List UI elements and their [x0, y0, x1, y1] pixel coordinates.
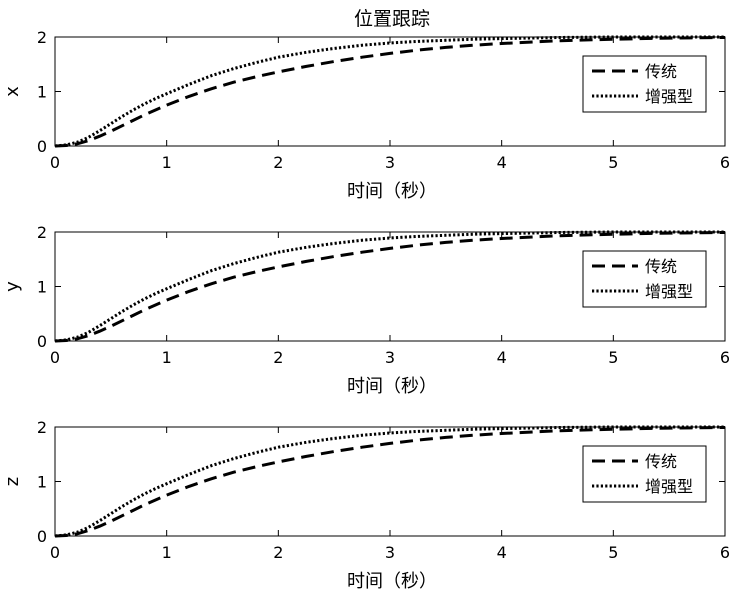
- x-tick-label: 5: [608, 153, 618, 172]
- legend-label: 增强型: [645, 477, 693, 496]
- y-tick-label: 1: [37, 473, 47, 492]
- x-tick-label: 3: [385, 543, 395, 562]
- x-tick-label: 6: [720, 348, 730, 367]
- legend: 传统增强型: [583, 56, 706, 112]
- legend-label: 增强型: [645, 282, 693, 301]
- x-tick-label: 2: [273, 153, 283, 172]
- subplot-x: 0 1 2 3 4 5 6 0 1 2 传统增强型 x 时间（秒） 位置跟踪: [2, 8, 730, 202]
- subplot-z: 0 1 2 3 4 5 6 0 1 2 传统增强型 z 时间（秒）: [2, 418, 730, 592]
- x-tick-label: 5: [608, 348, 618, 367]
- x-tick-label: 4: [497, 153, 507, 172]
- x-tick-label: 4: [497, 543, 507, 562]
- legend-label: 传统: [645, 62, 677, 81]
- y-tick-label: 1: [37, 83, 47, 102]
- legend-label: 传统: [645, 257, 677, 276]
- x-tick-label: 0: [50, 348, 60, 367]
- y-tick-label: 2: [37, 223, 47, 242]
- x-tick-label: 1: [162, 348, 172, 367]
- y-axis-label: x: [2, 86, 23, 97]
- y-tick-label: 2: [37, 28, 47, 47]
- y-tick-label: 1: [37, 278, 47, 297]
- x-tick-label: 3: [385, 348, 395, 367]
- y-tick-label: 0: [37, 137, 47, 156]
- x-tick-label: 0: [50, 543, 60, 562]
- x-tick-label: 2: [273, 348, 283, 367]
- y-axis-label: y: [2, 281, 23, 292]
- y-axis-label: z: [2, 477, 23, 486]
- x-tick-label: 2: [273, 543, 283, 562]
- x-axis-label: 时间（秒）: [347, 571, 437, 592]
- legend: 传统增强型: [583, 446, 706, 502]
- x-axis-label: 时间（秒）: [347, 181, 437, 202]
- x-tick-label: 1: [162, 153, 172, 172]
- y-tick-label: 2: [37, 418, 47, 437]
- legend-label: 增强型: [645, 87, 693, 106]
- x-tick-label: 5: [608, 543, 618, 562]
- legend-label: 传统: [645, 452, 677, 471]
- y-tick-label: 0: [37, 527, 47, 546]
- x-tick-label: 4: [497, 348, 507, 367]
- x-tick-label: 0: [50, 153, 60, 172]
- x-tick-label: 1: [162, 543, 172, 562]
- x-tick-label: 3: [385, 153, 395, 172]
- x-tick-label: 6: [720, 543, 730, 562]
- chart-title: 位置跟踪: [354, 8, 430, 30]
- x-axis-label: 时间（秒）: [347, 376, 437, 397]
- subplot-y: 0 1 2 3 4 5 6 0 1 2 传统增强型 y 时间（秒）: [2, 223, 730, 397]
- legend: 传统增强型: [583, 251, 706, 307]
- x-tick-label: 6: [720, 153, 730, 172]
- y-tick-label: 0: [37, 332, 47, 351]
